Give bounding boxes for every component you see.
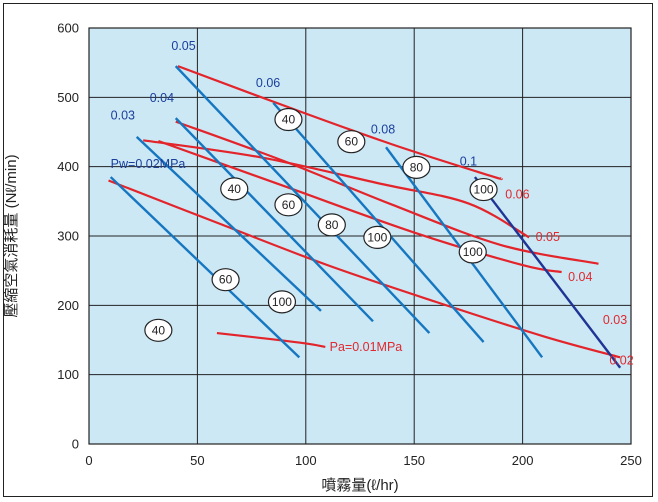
value-bubble: 100	[458, 240, 487, 264]
bubble-label: 60	[219, 273, 233, 287]
y-tick-label: 400	[57, 159, 79, 174]
pa-series-lines	[108, 65, 621, 359]
bubble-label: 40	[228, 182, 242, 196]
bubble-label: 40	[282, 113, 296, 127]
value-bubble: 100	[267, 290, 297, 314]
value-bubble: 80	[317, 213, 346, 237]
pw-series-line	[473, 176, 622, 369]
pw-pressure-label: 0.08	[371, 122, 395, 136]
pa-series-line	[143, 139, 530, 239]
x-tick-label: 0	[85, 453, 92, 468]
y-tick-label: 600	[57, 21, 79, 36]
pa-pressure-label: 0.06	[505, 188, 529, 202]
value-bubble: 60	[211, 268, 240, 292]
pw-pressure-label: Pw=0.02MPa	[111, 157, 186, 171]
bubbles: 40 60 100 40 60 80 100 40 60 80 100 100	[144, 107, 498, 342]
bubble-label: 40	[152, 323, 166, 337]
pw-series-line	[109, 176, 301, 359]
pw-pressure-label: 0.05	[171, 39, 195, 53]
value-bubble: 100	[469, 177, 498, 202]
bubble-label: 100	[474, 183, 494, 197]
pa-series-line	[158, 139, 562, 274]
bubble-label: 60	[282, 198, 296, 212]
pa-series-line	[108, 179, 621, 359]
y-tick-label: 200	[57, 298, 79, 313]
pw-pressure-label: 0.06	[256, 76, 280, 90]
y-tick-label: 500	[57, 90, 79, 105]
bubble-label: 80	[325, 218, 339, 232]
y-tick-label: 100	[57, 367, 79, 382]
figure-frame	[3, 3, 653, 497]
value-bubble: 40	[220, 177, 249, 201]
bubble-label: 80	[410, 160, 424, 174]
x-tick-label: 100	[295, 453, 317, 468]
x-tick-label: 200	[512, 453, 534, 468]
pw-pressure-label: 0.03	[111, 109, 135, 123]
x-axis-title: 噴霧量(ℓ/hr)	[321, 477, 398, 494]
pw-pressure-label: 0.04	[150, 91, 174, 105]
pa-series-line	[216, 331, 326, 349]
value-bubble: 60	[337, 130, 366, 154]
pa-pressure-label: 0.03	[603, 313, 627, 327]
x-tick-label: 250	[620, 453, 642, 468]
pw-series-line	[174, 65, 431, 334]
x-tick-label: 50	[190, 453, 204, 468]
pa-pressure-label: 0.02	[609, 353, 633, 367]
value-bubble: 100	[363, 225, 392, 249]
bubble-label: 100	[367, 230, 387, 244]
pw-series-line	[174, 117, 374, 323]
pw-pressure-label: 0.1	[460, 154, 477, 168]
y-tick-label: 0	[72, 437, 79, 452]
bubble-label: 100	[272, 295, 292, 309]
tick-labels: 0 50 100 150 200 250 0 100 200 300 400 500 600	[57, 21, 642, 469]
bubble-label: 100	[463, 245, 483, 259]
grid	[88, 27, 632, 445]
bubble-label: 60	[345, 135, 359, 149]
pa-series-line	[177, 65, 503, 181]
pw-series-line	[272, 102, 485, 343]
pa-pressure-label: Pa=0.01MPa	[330, 340, 403, 354]
x-tick-label: 150	[403, 453, 425, 468]
pa-pressure-label: 0.04	[568, 270, 592, 284]
value-bubble: 40	[274, 107, 303, 132]
pa-series-line	[175, 120, 599, 265]
pw-series-line	[135, 135, 322, 312]
pa-pressure-label: 0.05	[536, 230, 560, 244]
y-tick-label: 300	[57, 229, 79, 244]
pressure-labels: Pw=0.02MPa 0.03 0.04 0.05 0.06 0.08 0.1 Pa=0.01…	[111, 39, 634, 367]
y-axis-title: 壓縮空氣消耗量 (Nℓ/min)	[3, 154, 20, 317]
plot-border	[88, 27, 632, 445]
value-bubble: 60	[274, 193, 303, 217]
value-bubble: 40	[144, 318, 173, 342]
value-bubble: 80	[402, 155, 431, 179]
